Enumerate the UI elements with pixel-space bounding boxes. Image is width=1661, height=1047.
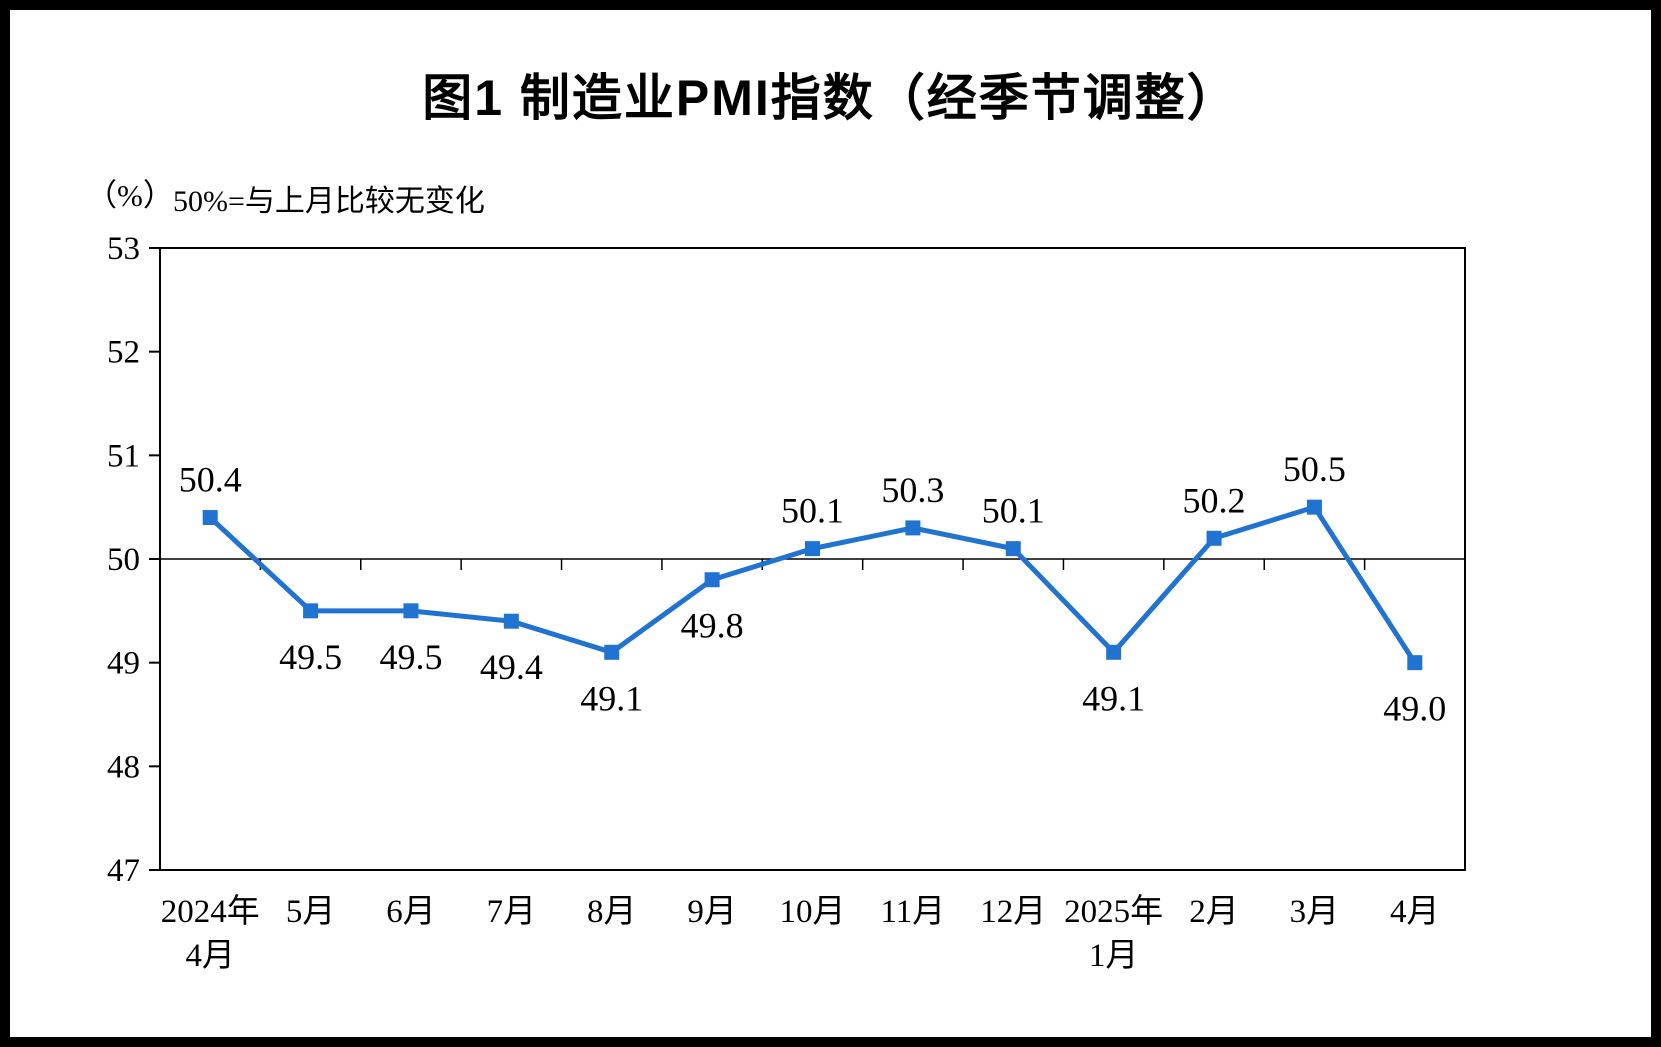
svg-text:48: 48 [107,749,140,785]
pmi-line-chart: 47 48 49 50 51 52 53 50.4 49.5 49.5 49.4 49.1 49.8 50… [107,231,1466,974]
svg-text:49.4: 49.4 [480,647,543,687]
y-axis-unit-label: （%） [86,178,174,213]
svg-text:10月: 10月 [780,894,846,930]
svg-text:2024年: 2024年 [161,893,260,930]
chart-title: 图1 制造业PMI指数（经季节调整） [422,70,1239,126]
svg-text:2月: 2月 [1189,894,1239,930]
svg-text:47: 47 [107,853,140,889]
svg-text:49.1: 49.1 [1082,678,1145,718]
svg-text:7月: 7月 [487,894,537,930]
svg-text:50.5: 50.5 [1283,449,1346,489]
svg-text:1月: 1月 [1089,938,1139,974]
svg-text:49.5: 49.5 [379,637,442,677]
svg-text:9月: 9月 [687,894,737,930]
svg-text:49.0: 49.0 [1383,689,1446,729]
svg-text:50.3: 50.3 [881,470,944,510]
chart-subtitle: 50%=与上月比较无变化 [173,185,485,218]
svg-text:52: 52 [107,335,140,371]
svg-text:8月: 8月 [587,894,637,930]
svg-text:50: 50 [107,542,140,578]
svg-text:5月: 5月 [286,894,336,930]
svg-text:4月: 4月 [1390,894,1440,930]
svg-text:11月: 11月 [880,894,945,930]
svg-text:49.5: 49.5 [279,637,342,677]
svg-text:49: 49 [107,646,140,682]
svg-text:6月: 6月 [386,894,436,930]
svg-text:51: 51 [107,438,140,474]
svg-text:50.4: 50.4 [179,460,242,500]
svg-text:50.1: 50.1 [982,491,1045,531]
svg-text:53: 53 [107,231,140,267]
svg-text:12月: 12月 [980,894,1046,930]
svg-text:50.2: 50.2 [1183,480,1246,520]
svg-text:4月: 4月 [185,938,235,974]
svg-text:3月: 3月 [1290,894,1340,930]
svg-text:49.1: 49.1 [580,678,643,718]
svg-text:50.1: 50.1 [781,491,844,531]
svg-text:2025年: 2025年 [1064,893,1163,930]
svg-text:49.8: 49.8 [681,606,744,646]
